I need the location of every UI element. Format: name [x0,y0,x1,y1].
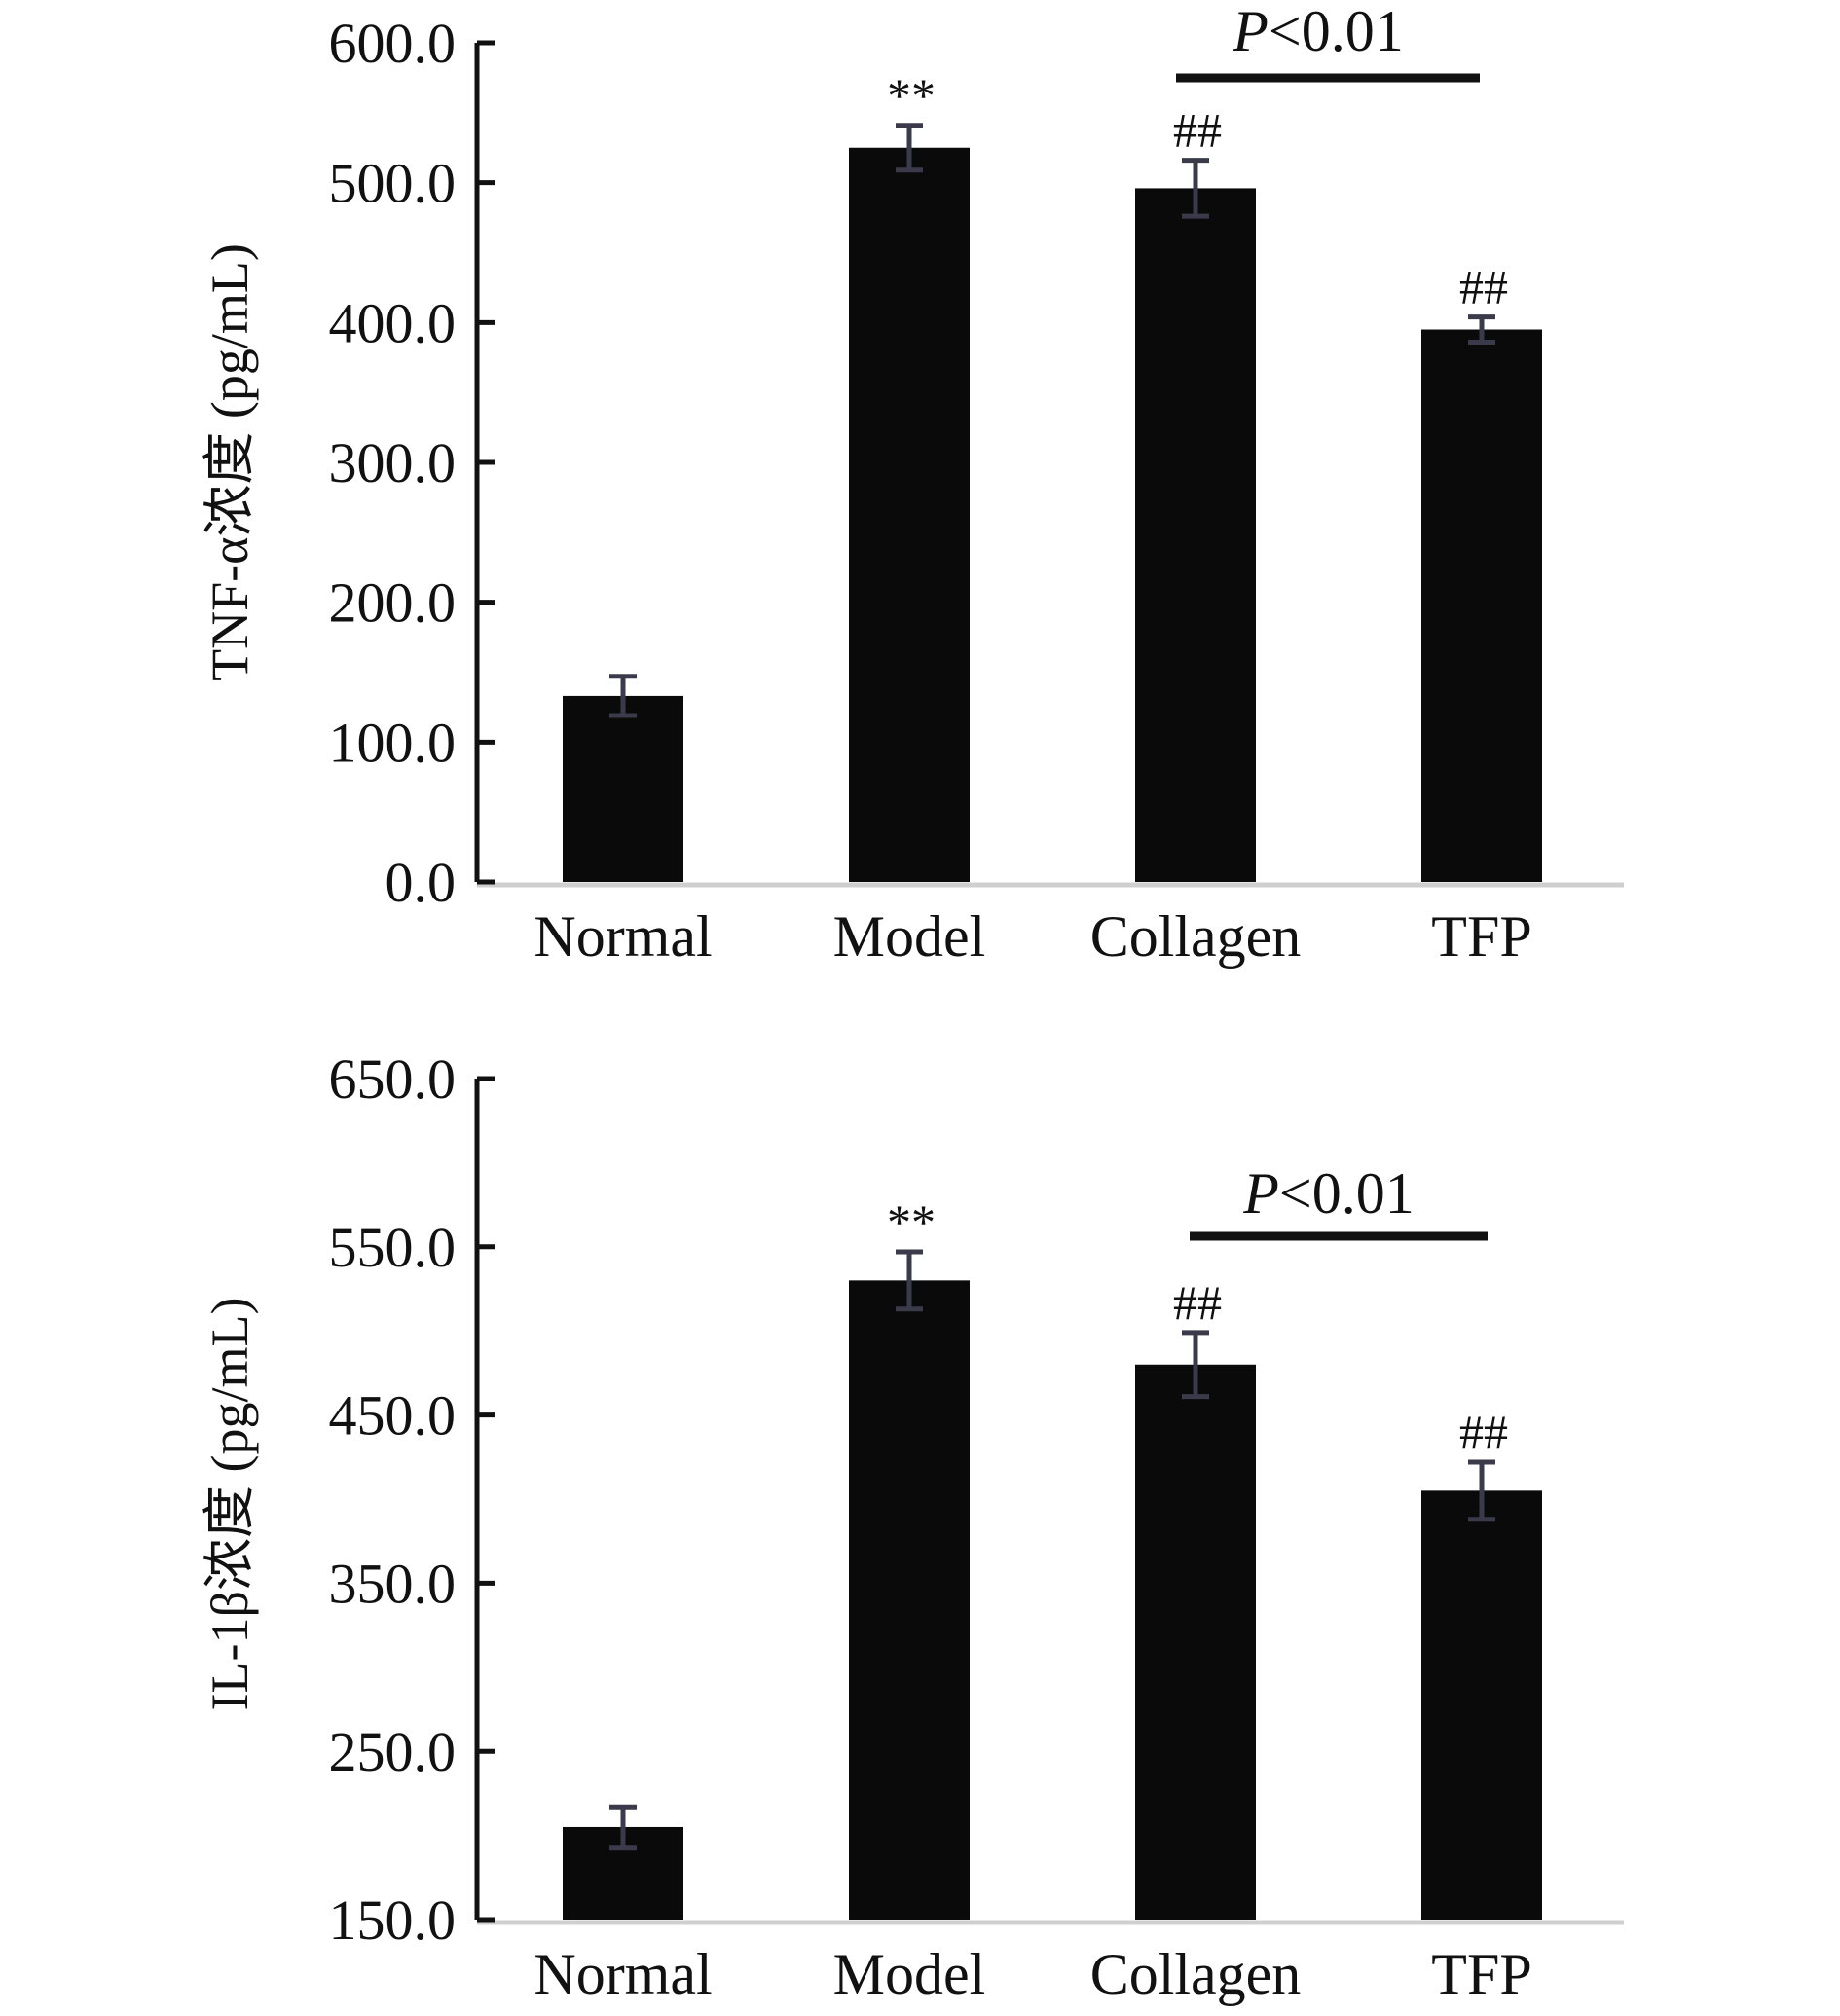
x-tick-label: TFP [1431,904,1531,969]
bar-model [849,147,970,882]
y-tick-label: 0.0 [386,851,457,914]
y-axis-label: TNF-α浓度 (pg/mL) [201,243,259,681]
chart-panel-1: 0.0 100.0 200.0 300.0 400.0 500.0 600.0 TNF-α浓度… [201,0,1624,969]
significance-mark: ** [887,68,936,123]
y-tick-label: 400.0 [329,291,457,354]
bar-tfp [1421,329,1542,882]
y-tick-label: 550.0 [329,1216,457,1279]
y-tick-label: 150.0 [329,1888,457,1952]
bar-collagen [1135,1364,1256,1920]
x-tick-label: TFP [1431,1942,1531,2006]
y-tick-label: 100.0 [329,711,457,774]
y-axis-label: IL-1β浓度 (pg/mL) [201,1298,259,1711]
y-tick-label: 250.0 [329,1720,457,1783]
p-value-label: P<0.01 [1242,1161,1415,1226]
x-tick-label: Model [833,1942,986,2006]
significance-mark: ## [1173,103,1222,158]
bar-normal [563,695,683,882]
significance-mark: ## [1459,260,1508,314]
bar-collagen [1135,188,1256,882]
x-tick-label: Model [833,904,986,969]
y-tick-label: 650.0 [329,1047,457,1111]
chart-panel-2: 150.0 250.0 350.0 450.0 550.0 650.0 IL-1β浓度 (p… [201,1047,1624,2006]
significance-mark: ** [887,1194,936,1249]
p-value-label: P<0.01 [1232,0,1404,63]
y-tick-label: 350.0 [329,1552,457,1615]
x-tick-label: Collagen [1090,904,1302,969]
y-tick-label: 300.0 [329,431,457,495]
bar-tfp [1421,1490,1542,1920]
bar-model [849,1280,970,1920]
y-tick-label: 500.0 [329,152,457,215]
significance-mark: ## [1173,1275,1222,1330]
x-tick-label: Normal [534,904,712,969]
significance-mark: ## [1459,1405,1508,1459]
y-tick-label: 450.0 [329,1384,457,1448]
x-tick-label: Collagen [1090,1942,1302,2006]
x-tick-label: Normal [534,1942,712,2006]
y-tick-label: 600.0 [329,12,457,75]
y-tick-label: 200.0 [329,571,457,635]
